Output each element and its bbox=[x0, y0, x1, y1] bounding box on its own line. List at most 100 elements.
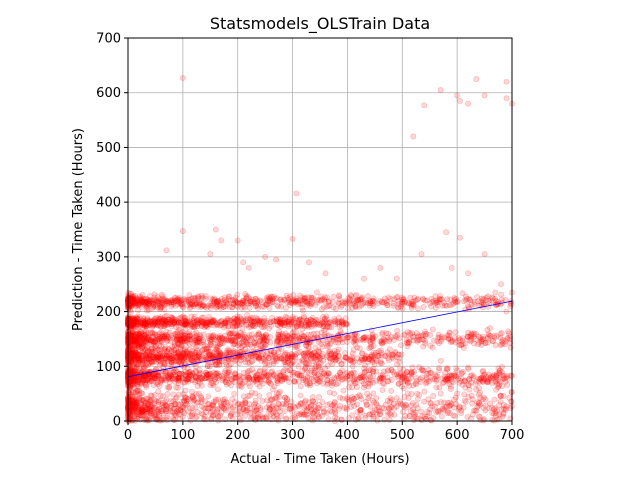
data-point bbox=[337, 370, 344, 376]
data-point bbox=[301, 398, 308, 405]
data-point bbox=[459, 368, 466, 375]
data-point bbox=[311, 408, 318, 415]
data-point bbox=[163, 298, 170, 305]
data-point bbox=[148, 410, 155, 417]
data-point bbox=[508, 398, 515, 405]
data-point bbox=[175, 409, 182, 416]
data-point bbox=[385, 330, 392, 337]
data-point bbox=[198, 394, 205, 401]
data-point bbox=[131, 404, 138, 410]
data-point bbox=[290, 403, 297, 410]
data-point bbox=[202, 375, 209, 382]
data-point bbox=[477, 389, 484, 396]
data-point bbox=[345, 305, 352, 312]
data-point bbox=[245, 380, 252, 387]
data-point bbox=[130, 396, 137, 403]
data-point bbox=[283, 402, 290, 409]
data-point bbox=[361, 365, 368, 372]
data-point bbox=[317, 359, 324, 366]
data-point bbox=[438, 413, 445, 420]
data-point bbox=[144, 401, 151, 408]
data-point bbox=[422, 416, 429, 422]
data-point bbox=[144, 395, 151, 402]
data-point bbox=[183, 344, 189, 351]
data-point bbox=[240, 303, 247, 310]
data-point bbox=[205, 393, 212, 400]
data-point bbox=[340, 387, 347, 394]
data-point bbox=[234, 411, 241, 418]
data-point bbox=[126, 410, 133, 417]
data-point bbox=[373, 407, 380, 414]
data-point bbox=[251, 323, 258, 329]
data-point bbox=[396, 358, 403, 365]
data-point bbox=[156, 417, 163, 424]
data-point bbox=[482, 396, 489, 403]
data-point bbox=[158, 407, 165, 414]
data-point bbox=[131, 400, 138, 407]
data-point bbox=[212, 396, 219, 403]
data-point bbox=[139, 408, 146, 415]
data-point bbox=[244, 341, 251, 348]
data-point bbox=[289, 414, 296, 421]
grid-layer bbox=[127, 37, 513, 422]
data-point bbox=[418, 408, 425, 415]
data-point bbox=[385, 411, 392, 418]
data-point bbox=[370, 366, 377, 373]
data-point bbox=[400, 372, 407, 379]
data-point bbox=[497, 398, 504, 405]
data-point bbox=[429, 403, 436, 410]
data-point bbox=[306, 399, 313, 406]
data-point bbox=[129, 389, 136, 396]
data-point bbox=[192, 414, 199, 421]
data-point bbox=[323, 372, 330, 378]
data-point bbox=[294, 372, 301, 379]
data-point bbox=[245, 372, 252, 379]
data-point bbox=[504, 381, 511, 388]
data-point bbox=[314, 377, 321, 383]
data-point bbox=[482, 407, 489, 414]
data-point bbox=[256, 383, 263, 390]
data-point bbox=[193, 413, 200, 420]
data-point bbox=[125, 409, 132, 416]
data-point bbox=[265, 354, 272, 361]
y-tick-label: 100 bbox=[96, 360, 121, 375]
data-point bbox=[221, 401, 228, 407]
data-point bbox=[461, 391, 468, 398]
data-point bbox=[485, 331, 492, 338]
data-point bbox=[332, 403, 338, 410]
data-point bbox=[237, 408, 243, 415]
data-point bbox=[160, 359, 166, 366]
data-point bbox=[503, 406, 509, 413]
data-point bbox=[252, 397, 259, 404]
data-point bbox=[159, 393, 166, 400]
data-point bbox=[171, 371, 178, 378]
data-point bbox=[131, 412, 138, 419]
data-point bbox=[366, 367, 373, 374]
data-point bbox=[477, 376, 484, 383]
data-point bbox=[283, 399, 290, 406]
data-point bbox=[402, 402, 409, 409]
data-point bbox=[137, 368, 143, 375]
data-point bbox=[312, 321, 319, 328]
points-layer bbox=[125, 74, 515, 424]
data-point bbox=[134, 357, 141, 364]
data-point bbox=[487, 374, 494, 381]
data-point bbox=[174, 406, 181, 413]
data-point bbox=[420, 336, 427, 343]
data-point bbox=[480, 394, 487, 401]
data-point bbox=[144, 333, 151, 340]
data-point bbox=[159, 402, 166, 408]
data-point bbox=[343, 369, 350, 376]
data-point bbox=[371, 399, 377, 406]
data-point bbox=[291, 378, 298, 384]
data-point bbox=[444, 410, 451, 416]
data-point bbox=[462, 398, 469, 405]
data-point bbox=[418, 367, 425, 373]
data-point bbox=[133, 393, 140, 400]
data-point bbox=[205, 401, 212, 408]
data-point bbox=[246, 401, 253, 408]
data-point bbox=[172, 410, 179, 417]
data-point bbox=[228, 376, 235, 382]
data-point bbox=[282, 401, 289, 408]
data-point bbox=[263, 404, 270, 411]
